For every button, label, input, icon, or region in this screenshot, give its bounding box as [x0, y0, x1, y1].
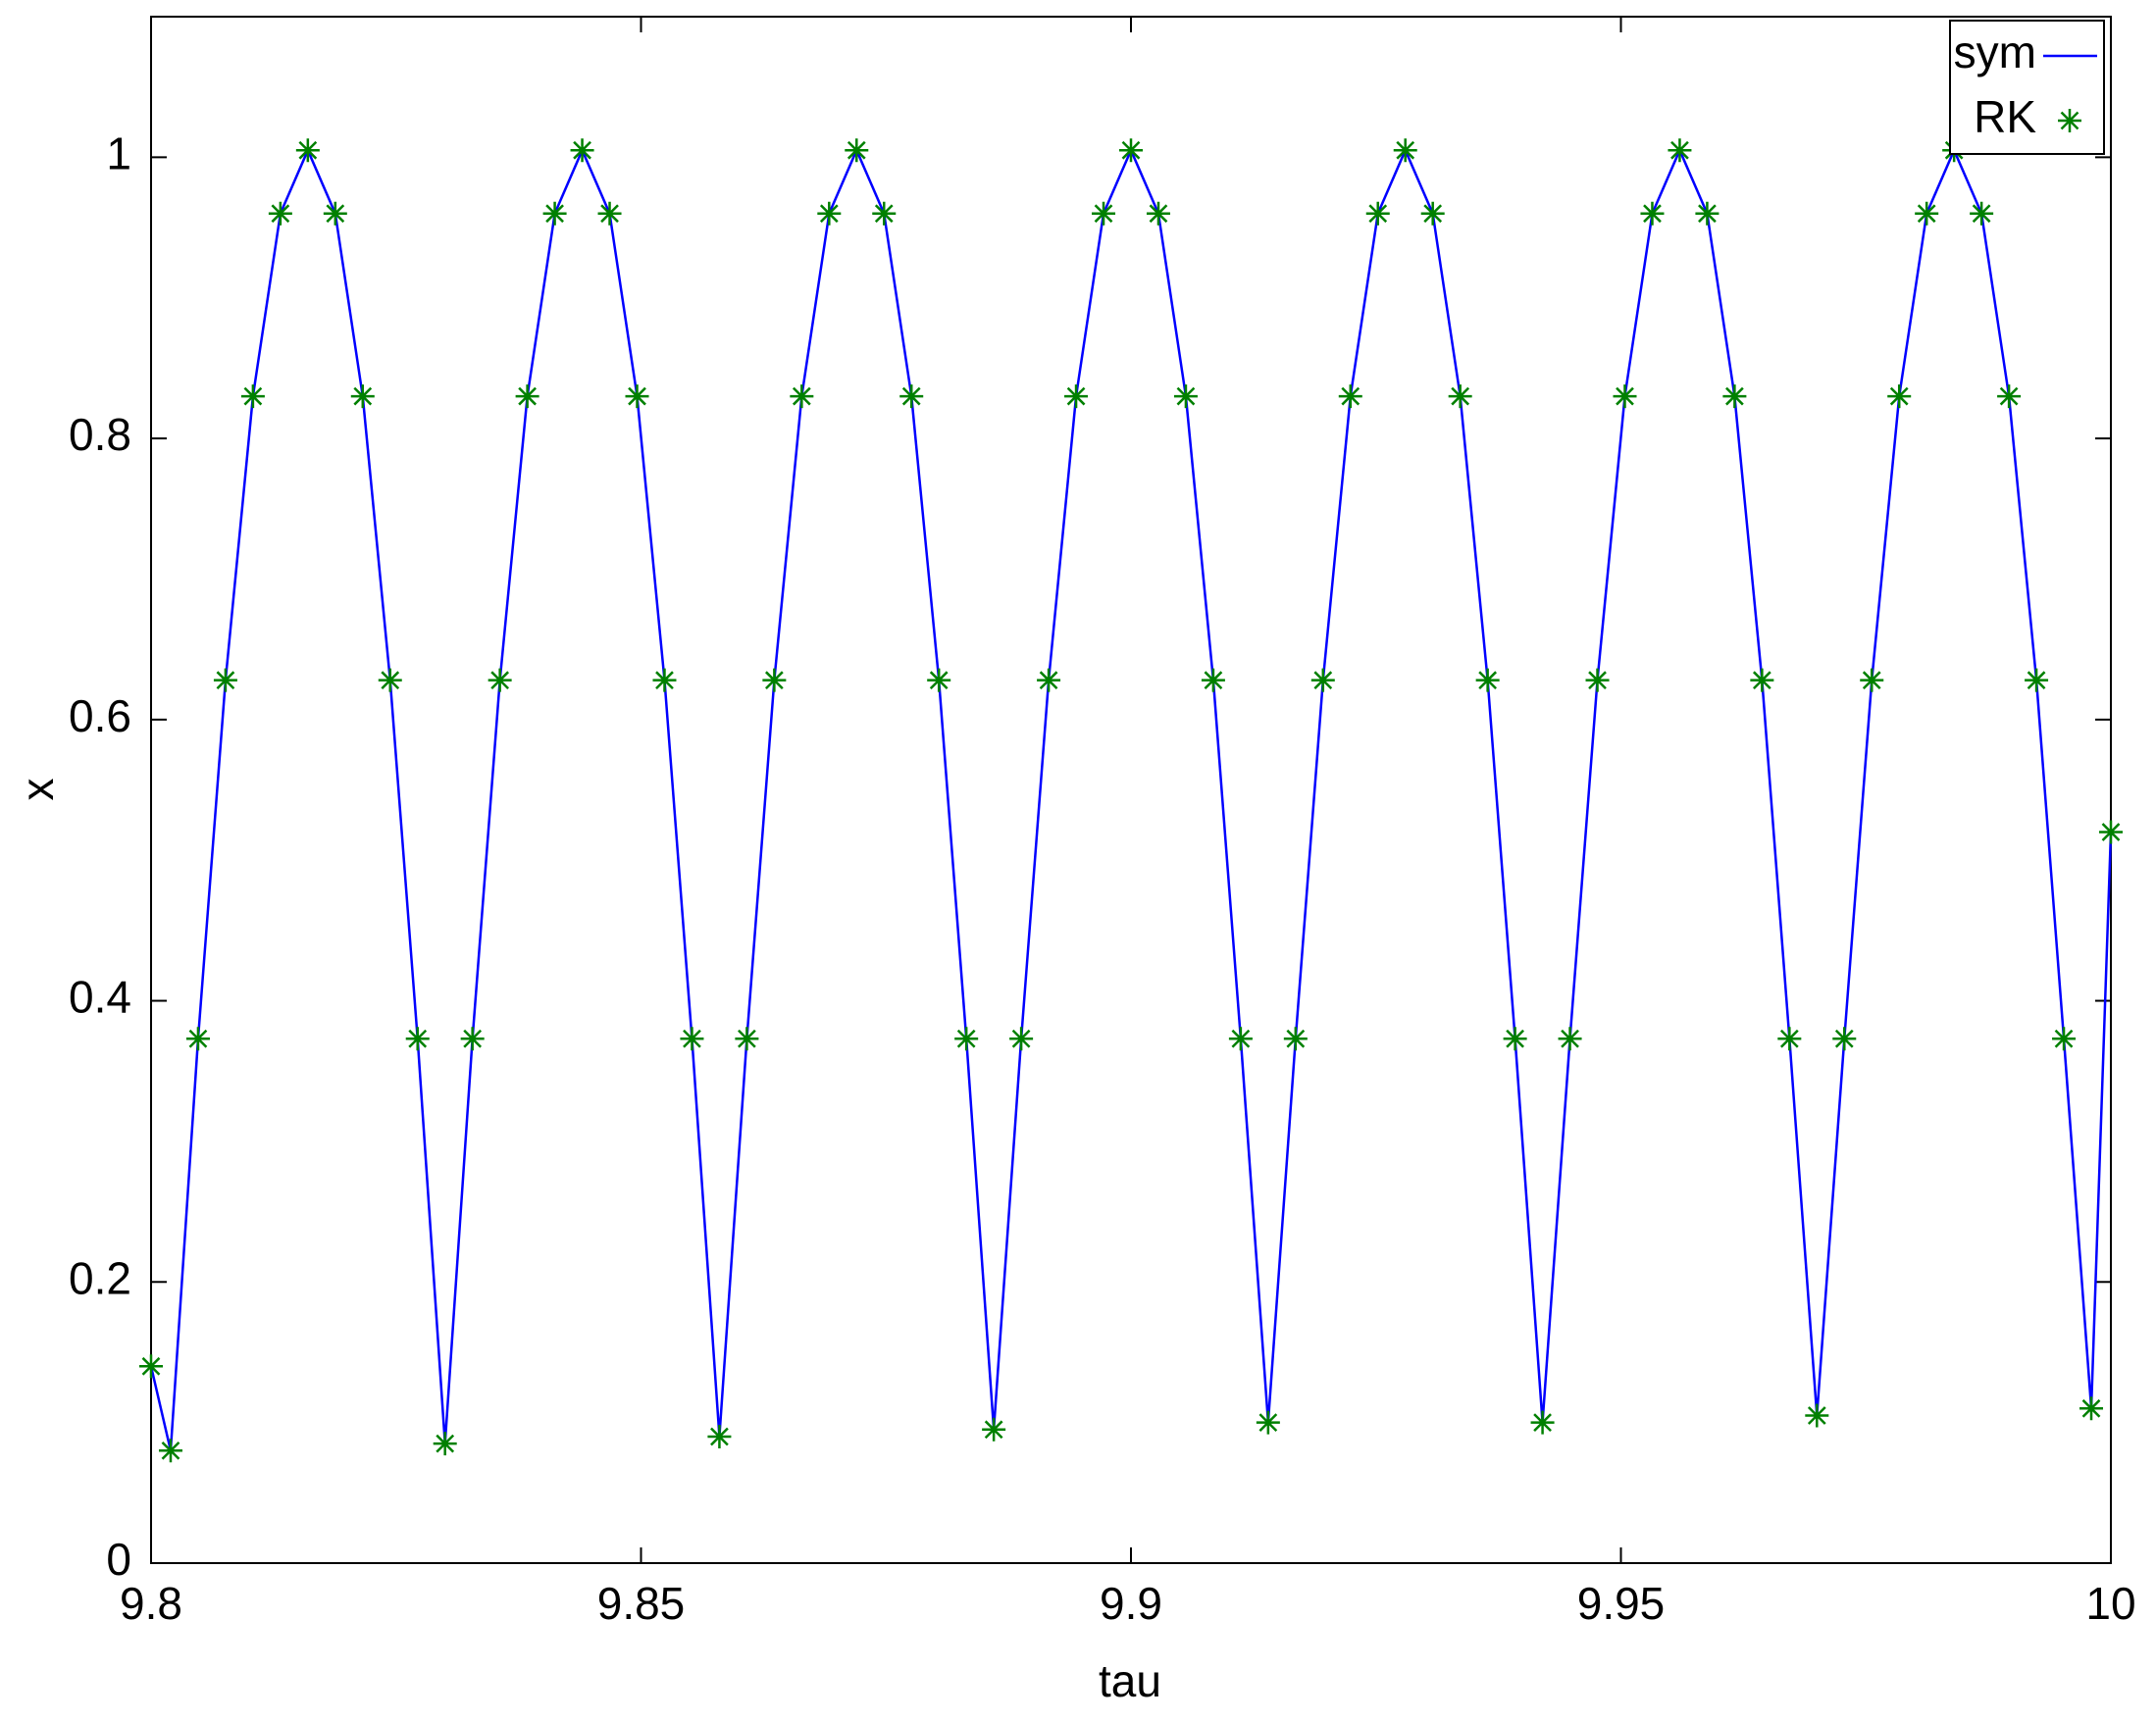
rk-marker [2025, 668, 2049, 692]
rk-marker [817, 201, 842, 226]
rk-marker [1119, 138, 1143, 163]
rk-marker [1365, 201, 1390, 226]
rk-marker [1887, 384, 1912, 409]
rk-marker [735, 1027, 759, 1051]
rk-marker [1037, 668, 1061, 692]
rk-marker [139, 1354, 163, 1379]
rk-marker [2079, 1396, 2104, 1421]
rk-marker [1585, 668, 1610, 692]
rk-marker [1393, 138, 1417, 163]
rk-marker [625, 384, 649, 409]
rk-marker [1503, 1027, 1527, 1051]
y-tick-label: 0.8 [69, 409, 131, 460]
rk-marker [1668, 138, 1692, 163]
rk-marker [488, 668, 512, 692]
rk-marker [982, 1417, 1006, 1442]
rk-marker [652, 668, 677, 692]
x-axis-label: tau [1099, 1655, 1161, 1706]
x-tick-label: 10 [2085, 1578, 2135, 1629]
rk-marker [1228, 1027, 1253, 1051]
rk-marker [899, 384, 924, 409]
rk-marker [1640, 201, 1665, 226]
rk-marker [872, 201, 897, 226]
rk-marker [1750, 668, 1774, 692]
rk-marker [1832, 1027, 1857, 1051]
rk-marker [1777, 1027, 1802, 1051]
rk-marker [268, 201, 292, 226]
rk-marker [1860, 668, 1884, 692]
rk-marker [790, 384, 814, 409]
rk-marker [213, 668, 237, 692]
rk-marker [185, 1027, 210, 1051]
rk-marker [2052, 1027, 2077, 1051]
rk-marker [1009, 1027, 1034, 1051]
y-tick-label: 0 [106, 1534, 131, 1585]
rk-marker [1146, 201, 1170, 226]
rk-marker [1173, 384, 1198, 409]
rk-marker [1475, 668, 1500, 692]
rk-marker [1201, 668, 1225, 692]
x-tick-label: 9.8 [120, 1578, 182, 1629]
y-tick-label: 0.6 [69, 690, 131, 741]
rk-marker [515, 384, 539, 409]
rk-marker [954, 1027, 979, 1051]
rk-marker [570, 138, 594, 163]
rk-marker [405, 1027, 430, 1051]
legend-label: sym [1954, 26, 2036, 77]
rk-marker [1722, 384, 1747, 409]
rk-marker [1420, 201, 1445, 226]
rk-marker [1805, 1403, 1829, 1428]
legend-swatch [2058, 109, 2081, 132]
rk-marker [240, 384, 265, 409]
rk-marker [1558, 1027, 1582, 1051]
rk-marker [1283, 1027, 1308, 1051]
y-axis-label: x [12, 779, 63, 801]
rk-marker [1997, 384, 2022, 409]
rk-marker [1256, 1410, 1280, 1435]
rk-marker [1448, 384, 1472, 409]
rk-marker [762, 668, 787, 692]
y-tick-label: 0.2 [69, 1252, 131, 1303]
rk-marker [295, 138, 320, 163]
rk-marker [707, 1424, 732, 1448]
rk-marker [680, 1027, 704, 1051]
rk-marker [1092, 201, 1116, 226]
legend-box [1949, 20, 2105, 155]
rk-marker [1613, 384, 1637, 409]
x-tick-label: 9.9 [1100, 1578, 1162, 1629]
plot-frame [150, 16, 2112, 1564]
rk-marker [158, 1439, 182, 1463]
rk-marker [350, 384, 375, 409]
rk-marker [1530, 1410, 1555, 1435]
line-series [149, 147, 2113, 1451]
y-tick-label: 1 [106, 128, 131, 179]
rk-marker [460, 1027, 485, 1051]
rk-marker [1338, 384, 1362, 409]
y-tick-label: 0.4 [69, 972, 131, 1023]
rk-marker [323, 201, 347, 226]
rk-marker [597, 201, 622, 226]
rk-marker [1970, 201, 1994, 226]
rk-marker [927, 668, 951, 692]
x-tick-label: 9.95 [1577, 1578, 1666, 1629]
rk-marker [433, 1432, 457, 1456]
rk-marker [378, 668, 402, 692]
rk-marker [845, 138, 869, 163]
rk-marker [542, 201, 567, 226]
x-tick-label: 9.85 [597, 1578, 686, 1629]
rk-marker [1310, 668, 1335, 692]
legend-label: RK [1974, 91, 2036, 142]
rk-marker [1064, 384, 1089, 409]
rk-marker [1695, 201, 1720, 226]
rk-marker [2099, 820, 2123, 844]
rk-marker [1915, 201, 1939, 226]
